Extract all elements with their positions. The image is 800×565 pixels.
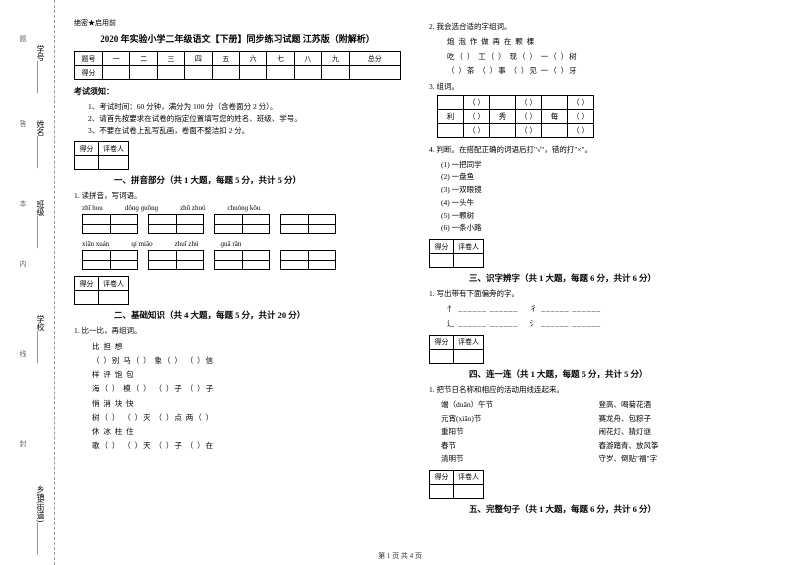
table-row: （ ） （ ） （ ） <box>438 96 594 110</box>
table-row: （ ） （ ） （ ） <box>438 124 594 138</box>
char-gridbox[interactable] <box>214 214 270 234</box>
list-item[interactable]: (1) 一把同学 <box>441 159 756 172</box>
left-column: 绝密★启用前 2020 年实验小学二年级语文【下册】同步练习试题 江苏版（附解析… <box>60 18 415 540</box>
match-block[interactable]: 端（duān）午节元宵(xiāo)节 重阳节春节 清明节 登高、喝菊花酒赛龙舟、… <box>441 398 756 466</box>
question-2-4: 4. 判断。在搭配正确的词语后打"√"，错的打"×"。 <box>429 144 756 155</box>
exam-page: 绝密★启用前 2020 年实验小学二年级语文【下册】同步练习试题 江苏版（附解析… <box>0 0 800 540</box>
page-footer: 第 1 页 共 4 页 <box>0 551 800 561</box>
table-row: 得分 <box>75 66 401 80</box>
sidebar-marker: 本 <box>18 200 28 207</box>
char-gridbox[interactable] <box>280 214 336 234</box>
match-left: 端（duān）午节元宵(xiāo)节 重阳节春节 清明节 <box>441 398 599 466</box>
list-item: 3、不要在试卷上乱写乱画，卷面不整洁扣 2 分。 <box>88 125 401 137</box>
sidebar-label: 班级________ <box>35 200 46 248</box>
sidebar-label: 姓名________ <box>35 120 46 168</box>
list-item[interactable]: (2) 一盘鱼 <box>441 171 756 184</box>
grade-box: 得分评卷人 <box>74 141 129 170</box>
notice-heading: 考试须知： <box>74 86 401 97</box>
table-row: 题号 一 二 三 四 五 六 七 八 九 总分 <box>75 52 401 66</box>
sidebar-marker: 答 <box>18 120 28 127</box>
question-2-1: 1. 比一比，再组词。 <box>74 325 401 336</box>
char-gridbox[interactable] <box>214 250 270 270</box>
binding-sidebar: 学号________ 姓名________ 班级________ 学校________… <box>0 0 55 565</box>
sidebar-label: 乡镇(街道)________ <box>35 485 46 554</box>
question-3: 1. 写出带有下面偏旁的字。 <box>429 288 756 299</box>
question-4: 1. 把节日名称和相应的活动用线连起来。 <box>429 384 756 395</box>
char-gridbox[interactable] <box>280 250 336 270</box>
char-grid-row <box>82 214 401 234</box>
question-1: 1. 读拼音，写词语。 <box>74 190 401 201</box>
list-item[interactable]: (4) 一头牛 <box>441 197 756 210</box>
sidebar-marker: 线 <box>18 350 28 357</box>
grade-box: 得分评卷人 <box>429 239 484 268</box>
list-item: 1、考试时间：60 分钟，满分为 100 分（含卷面分 2 分）。 <box>88 101 401 113</box>
section-1-heading: 一、拼音部分（共 1 大题，每题 5 分，共计 5 分） <box>114 174 401 186</box>
section-5-heading: 五、完整句子（共 1 大题，每题 6 分，共计 6 分） <box>469 503 756 515</box>
section-4-heading: 四、连一连（共 1 大题，每题 5 分，共计 5 分） <box>469 368 756 380</box>
row-label: 题号 <box>75 52 103 66</box>
grade-box: 得分评卷人 <box>74 276 129 305</box>
question-2-3: 3. 组词。 <box>429 81 756 92</box>
row-label: 得分 <box>75 66 103 80</box>
section-3-heading: 三、识字辨字（共 1 大题，每题 6 分，共计 6 分） <box>469 272 756 284</box>
list-item[interactable]: (6) 一条小路 <box>441 222 756 235</box>
exam-title: 2020 年实验小学二年级语文【下册】同步练习试题 江苏版（附解析） <box>74 32 401 45</box>
score-table: 题号 一 二 三 四 五 六 七 八 九 总分 得分 <box>74 51 401 80</box>
char-gridbox[interactable] <box>148 250 204 270</box>
pinyin-row: xiǎn xuán qí miǎo zhuī zhú ɡuǎ rǎn <box>82 240 401 248</box>
list-item[interactable]: (3) 一双眼镜 <box>441 184 756 197</box>
char-gridbox[interactable] <box>82 214 138 234</box>
grade-box: 得分评卷人 <box>429 335 484 364</box>
char-gridbox[interactable] <box>148 214 204 234</box>
sidebar-marker: 内 <box>18 260 28 267</box>
sidebar-marker: 题 <box>18 35 28 42</box>
char-grid-row <box>82 250 401 270</box>
sidebar-marker: 封 <box>18 440 28 447</box>
secret-label: 绝密★启用前 <box>74 18 401 28</box>
sidebar-label: 学校________ <box>35 315 46 363</box>
fill-block: 比 担 想 （ ）别 马（ ） 象（ ） （ ）信 样 评 饱 包 海（ ） 模… <box>74 340 401 454</box>
notice-list: 1、考试时间：60 分钟，满分为 100 分（含卷面分 2 分）。 2、请首先按… <box>74 101 401 137</box>
grade-box: 得分评卷人 <box>429 470 484 499</box>
sidebar-label: 学号________ <box>35 45 46 93</box>
char-gridbox[interactable] <box>82 250 138 270</box>
list-item: 2、请首先按要求在试卷的指定位置填写您的姓名、班级、学号。 <box>88 113 401 125</box>
question-2-2: 2. 我会选合适的字组词。 <box>429 21 756 32</box>
pinyin-row: zhī hou dǒnɡ ɡuǒnɡ zhū zhuó chuónɡ kǒu <box>82 204 401 212</box>
match-right: 登高、喝菊花酒赛龙舟、包粽子 闹花灯、猜灯谜舂游踏青、放风筝 守岁、倒贴"福"字 <box>599 398 757 466</box>
right-column: 2. 我会选合适的字组词。 炮 泡 作 做 再 在 颗 棵 吃（ ） 工（ ） … <box>415 18 770 540</box>
table-row: 利（ ） 秀（ ） 每（ ） <box>438 110 594 124</box>
judge-list: (1) 一把同学 (2) 一盘鱼 (3) 一双眼镜 (4) 一头牛 (5) 一颗… <box>429 159 756 236</box>
section-2-heading: 二、基础知识（共 4 大题，每题 5 分，共计 20 分） <box>114 309 401 321</box>
char-compose-table: （ ） （ ） （ ） 利（ ） 秀（ ） 每（ ） （ ） （ ） （ ） <box>437 95 594 138</box>
list-item[interactable]: (5) 一颗树 <box>441 210 756 223</box>
